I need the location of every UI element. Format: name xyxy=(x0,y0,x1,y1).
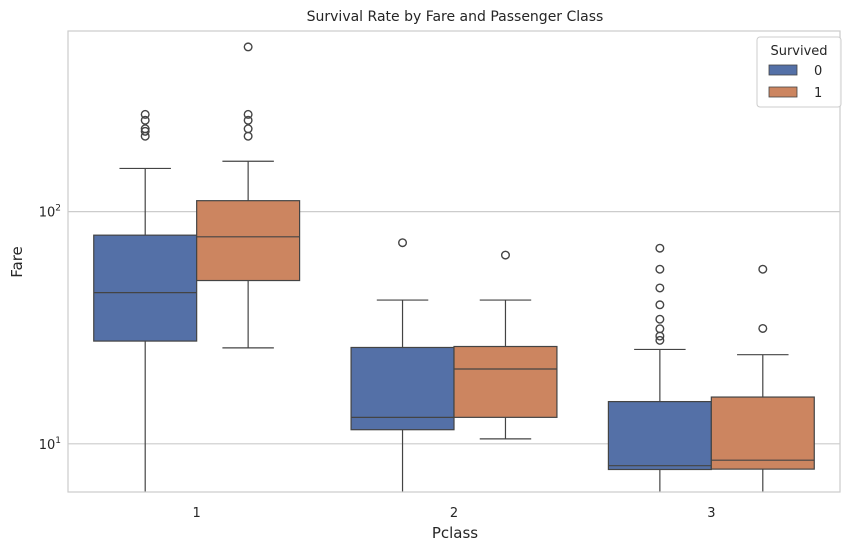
outlier-point xyxy=(140,109,150,119)
box-iqr xyxy=(710,396,815,470)
outlier-point xyxy=(243,124,253,134)
outlier-point xyxy=(243,115,253,125)
outlier-point xyxy=(243,42,253,52)
outlier-point xyxy=(140,115,150,125)
legend: Survived 0 1 xyxy=(756,36,842,108)
box-survived-0-pclass-2 xyxy=(350,238,455,492)
plot-area xyxy=(93,42,815,492)
x-axis-ticks: 1 2 3 xyxy=(193,506,716,521)
outlier-point xyxy=(655,264,665,274)
outlier-point xyxy=(398,238,408,248)
outlier-point xyxy=(655,283,665,293)
box-survived-1-pclass-2 xyxy=(453,250,558,440)
outlier-point xyxy=(655,324,665,334)
box-iqr xyxy=(453,345,558,418)
box-survived-1-pclass-1 xyxy=(196,42,301,349)
y-tick-label-1: 102 xyxy=(39,204,61,221)
outlier-point xyxy=(140,124,150,134)
outlier-point xyxy=(758,323,768,333)
y-axis-label: Fare xyxy=(8,246,26,278)
box-iqr xyxy=(196,200,301,282)
outlier-point xyxy=(140,126,150,136)
outlier-point xyxy=(243,109,253,119)
outlier-point xyxy=(500,250,510,260)
box-iqr xyxy=(350,346,455,431)
x-tick-label-3: 3 xyxy=(707,506,715,521)
outlier-point xyxy=(655,243,665,253)
x-tick-label-2: 2 xyxy=(450,506,458,521)
legend-title: Survived xyxy=(770,44,827,59)
legend-entry-1: 1 xyxy=(814,86,822,101)
box-survived-1-pclass-3 xyxy=(710,264,815,492)
outlier-point xyxy=(655,335,665,345)
legend-swatch-0 xyxy=(768,64,798,76)
box-iqr xyxy=(607,400,712,471)
y-tick-label-0: 101 xyxy=(39,436,61,453)
y-axis-ticks: 101 102 xyxy=(39,204,61,453)
plot-frame xyxy=(67,30,841,493)
legend-entry-0: 0 xyxy=(814,64,822,79)
outlier-point xyxy=(655,314,665,324)
outlier-point xyxy=(758,264,768,274)
x-axis-label: Pclass xyxy=(432,524,478,542)
outlier-point xyxy=(655,300,665,310)
legend-swatch-1 xyxy=(768,86,798,98)
chart-title: Survival Rate by Fare and Passenger Clas… xyxy=(307,9,604,25)
box-survived-0-pclass-1 xyxy=(93,109,198,492)
box-iqr xyxy=(93,234,198,342)
box-survived-0-pclass-3 xyxy=(607,243,712,492)
x-tick-label-1: 1 xyxy=(193,506,201,521)
